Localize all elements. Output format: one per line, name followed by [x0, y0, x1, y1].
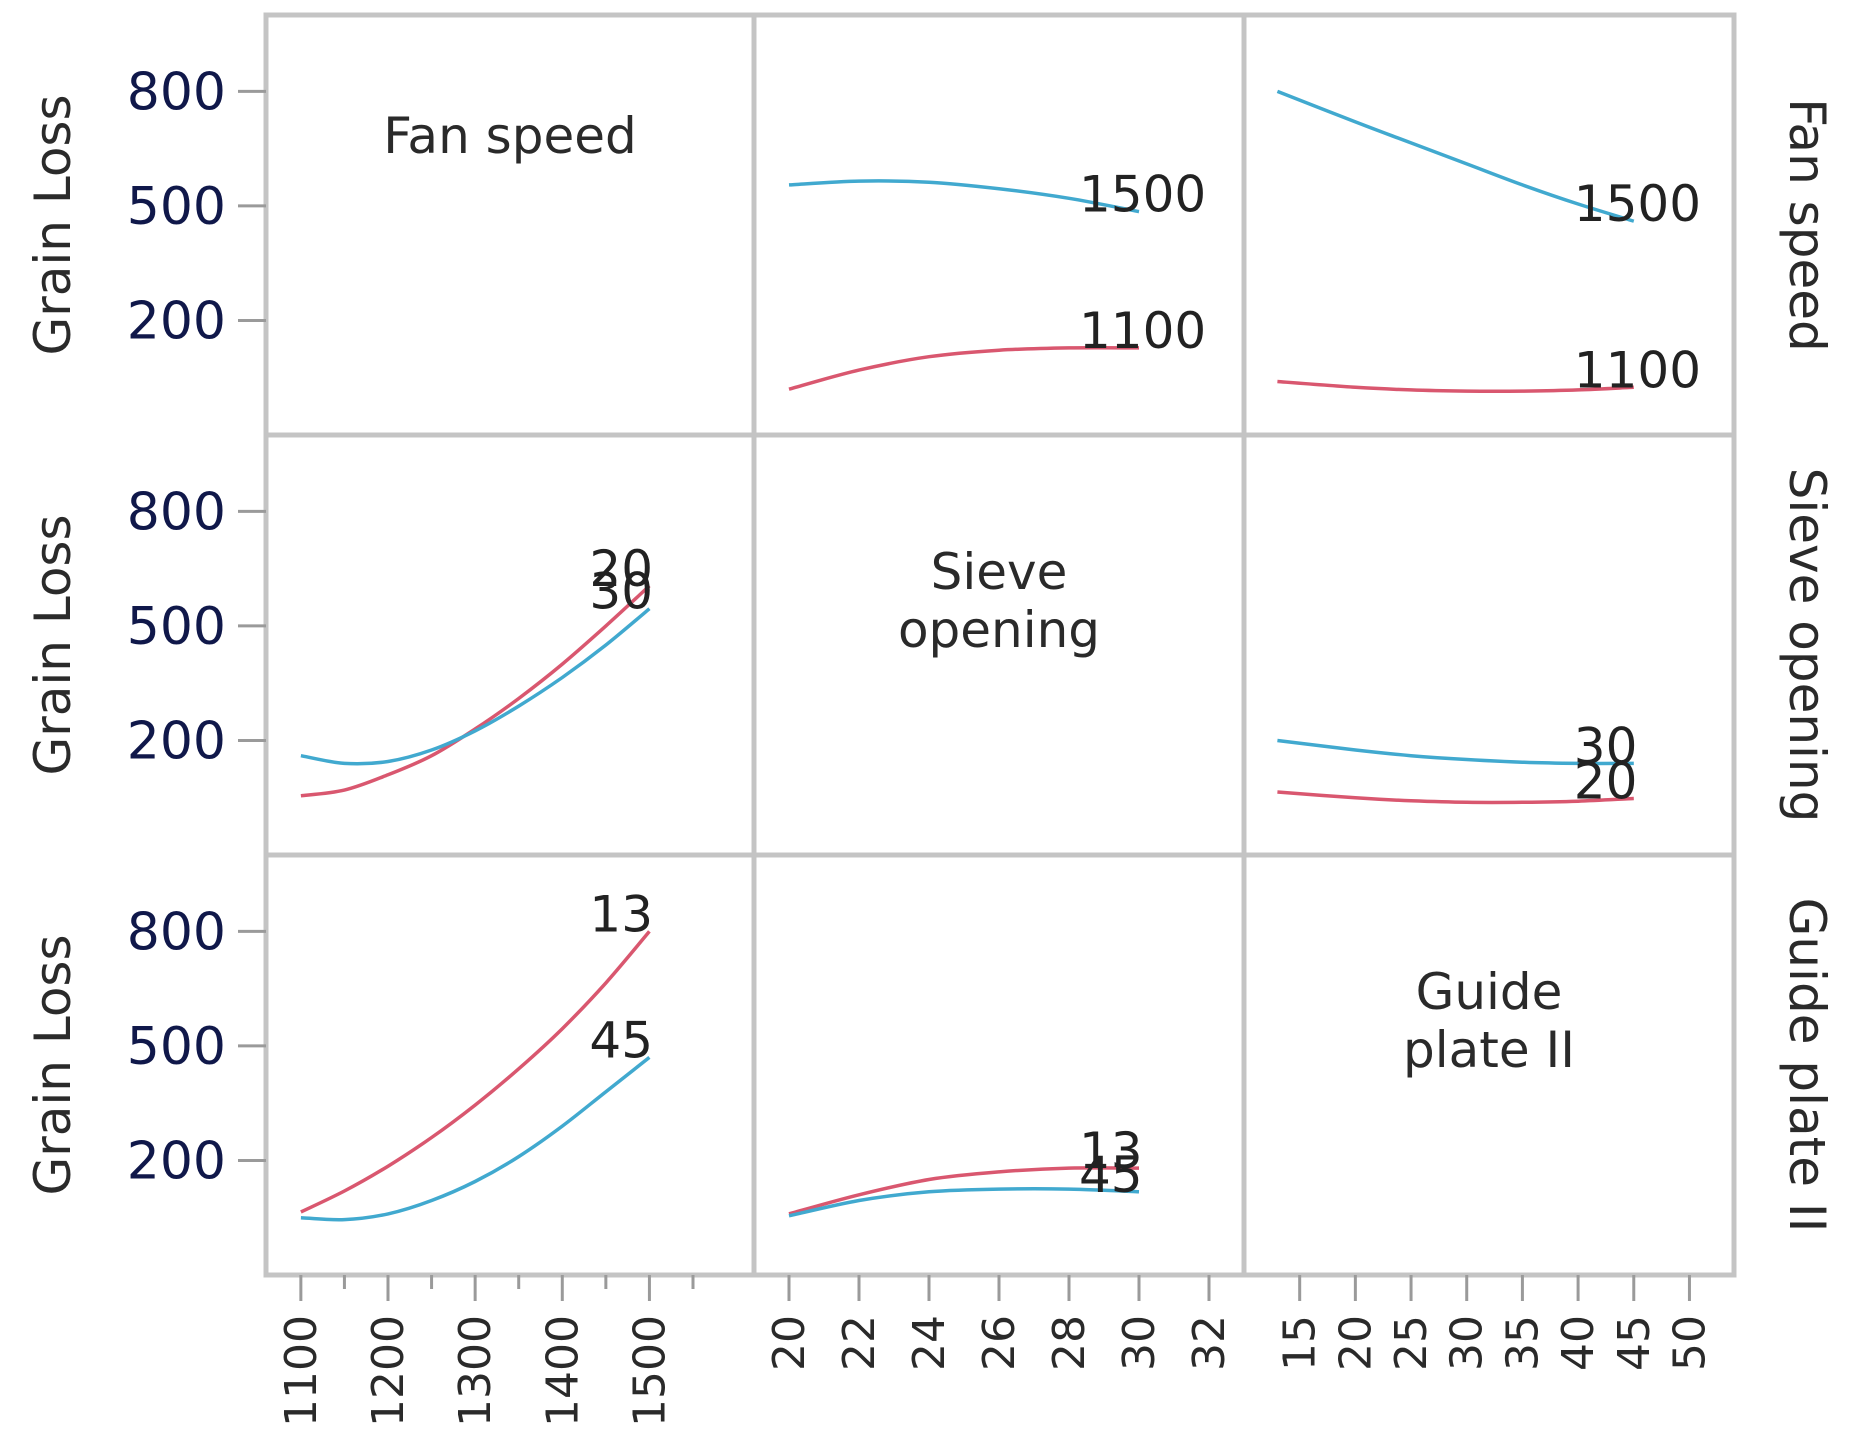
series-line-r0-c2-fan-speed-1100 [1277, 379, 1634, 393]
series-line-r0-c2-fan-speed-1500 [1276, 89, 1635, 223]
series-line-r2-c1-guide-plate-ii-45 [788, 1186, 1140, 1218]
series-line-r1-c2-sieve-opening-20 [1277, 790, 1634, 805]
x-tick-label-c0-1400: 1400 [537, 1315, 588, 1427]
x-tick-label-c2-15: 15 [1275, 1315, 1326, 1371]
series-line-r1-c2-sieve-opening-30 [1277, 738, 1634, 766]
series-line-r0-c1-fan-speed-1500 [788, 179, 1140, 214]
end-label-r0-c1-1100: 1100 [1079, 302, 1206, 360]
x-tick-label-c2-40: 40 [1553, 1315, 1604, 1371]
diagonal-label-guide-plate-ii-line2: plate II [1403, 1021, 1575, 1079]
x-tick-label-c1-28: 28 [1044, 1315, 1095, 1371]
end-label-r1-c0-20: 20 [589, 540, 653, 598]
x-tick-label-c1-32: 32 [1184, 1315, 1235, 1371]
y-tick-label-r0-500: 500 [127, 177, 226, 237]
x-tick-label-c0-1300: 1300 [450, 1315, 501, 1427]
x-tick-label-c1-20: 20 [764, 1315, 815, 1371]
panel-frame-r2-c1 [751, 852, 1247, 1278]
end-label-r2-c1-13: 13 [1079, 1122, 1143, 1180]
series-line-r2-c0-guide-plate-ii-45 [300, 1056, 651, 1222]
panel-frame-r0-c1 [751, 12, 1247, 438]
end-label-r1-c2-20: 20 [1574, 752, 1638, 810]
x-tick-label-c0-1200: 1200 [363, 1315, 414, 1427]
y-tick-label-r0-800: 800 [127, 62, 226, 122]
diagonal-label-guide-plate-ii-line1: Guide [1416, 963, 1563, 1021]
end-label-r1-c0-30: 30 [589, 563, 653, 621]
y-tick-label-r2-200: 200 [127, 1131, 226, 1191]
y-tick-label-r1-800: 800 [127, 482, 226, 542]
panel-frame-r1-c2 [1241, 432, 1737, 858]
x-tick-label-c2-50: 50 [1664, 1315, 1715, 1371]
row-label-guide-plate-ii: Guide plate II [1778, 898, 1836, 1233]
series-line-r1-c0-sieve-opening-30 [300, 607, 651, 766]
series-line-r2-c1-guide-plate-ii-13 [788, 1166, 1140, 1216]
end-label-r2-c0-13: 13 [589, 885, 653, 943]
diagonal-label-sieve-opening-line2: opening [898, 601, 1100, 659]
end-label-r0-c2-1100: 1100 [1574, 341, 1701, 399]
y-axis-label-r0: Grain Loss [24, 94, 82, 355]
x-tick-label-c0-1100: 1100 [276, 1315, 327, 1427]
y-axis-label-r2: Grain Loss [24, 934, 82, 1195]
end-label-r0-c1-1500: 1500 [1079, 166, 1206, 224]
end-label-r1-c2-30: 30 [1574, 717, 1638, 775]
y-tick-label-r2-800: 800 [127, 902, 226, 962]
row-label-sieve-opening: Sieve opening [1778, 468, 1836, 823]
end-label-r2-c0-45: 45 [589, 1011, 653, 1069]
y-tick-label-r0-200: 200 [127, 291, 226, 351]
x-tick-label-c1-24: 24 [904, 1315, 955, 1371]
y-tick-label-r1-200: 200 [127, 711, 226, 771]
x-tick-label-c1-30: 30 [1114, 1315, 1165, 1371]
end-label-r0-c2-1500: 1500 [1574, 175, 1701, 233]
x-tick-label-c2-25: 25 [1386, 1315, 1437, 1371]
x-tick-label-c1-26: 26 [974, 1315, 1025, 1371]
row-label-fan-speed: Fan speed [1778, 98, 1836, 351]
y-tick-label-r1-500: 500 [127, 597, 226, 657]
x-tick-label-c1-22: 22 [834, 1315, 885, 1371]
y-tick-label-r2-500: 500 [127, 1017, 226, 1077]
x-tick-label-c2-35: 35 [1497, 1315, 1548, 1371]
series-line-r0-c1-fan-speed-1100 [788, 346, 1140, 391]
diagonal-label-sieve-opening-line1: Sieve [931, 543, 1068, 601]
panel-frame-r2-c2 [1241, 852, 1737, 1278]
end-label-r2-c1-45: 45 [1079, 1146, 1143, 1204]
x-tick-label-c2-45: 45 [1609, 1315, 1660, 1371]
x-tick-label-c2-30: 30 [1442, 1315, 1493, 1371]
panel-frame-r0-c0 [263, 12, 757, 438]
y-axis-label-r1: Grain Loss [24, 514, 82, 775]
diagonal-label-fan-speed-line1: Fan speed [383, 107, 636, 165]
series-line-r2-c0-guide-plate-ii-13 [300, 930, 651, 1214]
x-tick-label-c2-20: 20 [1330, 1315, 1381, 1371]
panel-frame-r2-c0 [263, 852, 757, 1278]
x-tick-label-c0-1500: 1500 [624, 1315, 675, 1427]
